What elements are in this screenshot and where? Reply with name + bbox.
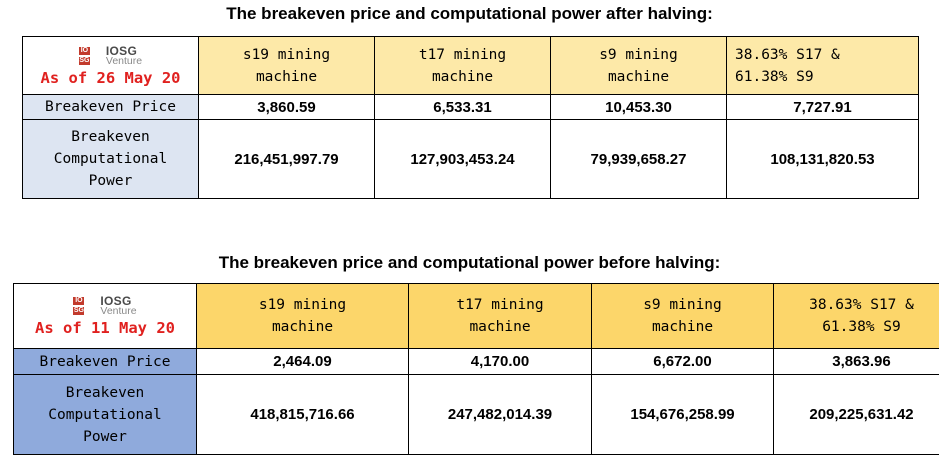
row-label-breakeven-price: Breakeven Price: [22, 94, 199, 120]
cell-value: 6,533.31: [374, 94, 551, 120]
row-label-breakeven-power: Breakeven Computational Power: [22, 119, 199, 199]
column-header-t17: t17 mining machine: [374, 36, 551, 95]
as-of-date: As of 26 May 20: [40, 68, 181, 87]
iosg-logo-mark: IO SG: [73, 297, 85, 315]
cell-value: 3,863.96: [773, 348, 939, 375]
cell-value: 216,451,997.79: [198, 119, 375, 199]
cell-value: 108,131,820.53: [726, 119, 919, 199]
cell-value: 247,482,014.39: [408, 374, 592, 455]
cell-value: 418,815,716.66: [196, 374, 409, 455]
table-row: Breakeven Price 2,464.09 4,170.00 6,672.…: [13, 348, 939, 375]
table-row: Breakeven Computational Power 418,815,716.…: [13, 374, 939, 455]
breakeven-table-before-halving: IO SG IOSG Venture As of 11 May 20 s19 m…: [13, 283, 939, 455]
cell-value: 10,453.30: [550, 94, 727, 120]
iosg-logo-mark: IO SG: [78, 46, 90, 65]
table-title-after-halving: The breakeven price and computational po…: [226, 4, 713, 23]
table-title-before-halving: The breakeven price and computational po…: [218, 253, 721, 272]
column-header-s9: s9 mining machine: [550, 36, 727, 95]
cell-value: 2,464.09: [196, 348, 409, 375]
column-header-s9: s9 mining machine: [591, 283, 774, 349]
header-logo-cell: IO SG IOSG Venture As of 11 May 20: [13, 283, 197, 349]
cell-value: 6,672.00: [591, 348, 774, 375]
column-header-t17: t17 mining machine: [408, 283, 592, 349]
column-header-s19: s19 mining machine: [196, 283, 409, 349]
column-header-mix: 38.63% S17 & 61.38% S9: [773, 283, 939, 349]
column-header-s19: s19 mining machine: [198, 36, 375, 95]
cell-value: 209,225,631.42: [773, 374, 939, 455]
iosg-logo: IO SG IOSG Venture: [78, 43, 143, 67]
cell-value: 154,676,258.99: [591, 374, 774, 455]
column-header-mix: 38.63% S17 & 61.38% S9: [726, 36, 919, 95]
iosg-logo: IO SG IOSG Venture: [73, 294, 137, 317]
row-label-breakeven-power: Breakeven Computational Power: [13, 374, 197, 455]
header-logo-cell: IO SG IOSG Venture As of 26 May 20: [22, 36, 199, 95]
table-row: Breakeven Price 3,860.59 6,533.31 10,453…: [22, 94, 919, 120]
cell-value: 127,903,453.24: [374, 119, 551, 199]
cell-value: 79,939,658.27: [550, 119, 727, 199]
cell-value: 4,170.00: [408, 348, 592, 375]
breakeven-table-after-halving: IO SG IOSG Venture As of 26 May 20 s19 m…: [22, 36, 919, 199]
row-label-breakeven-price: Breakeven Price: [13, 348, 197, 375]
cell-value: 7,727.91: [726, 94, 919, 120]
cell-value: 3,860.59: [198, 94, 375, 120]
table-row: Breakeven Computational Power 216,451,997.…: [22, 119, 919, 199]
as-of-date: As of 11 May 20: [35, 319, 175, 337]
